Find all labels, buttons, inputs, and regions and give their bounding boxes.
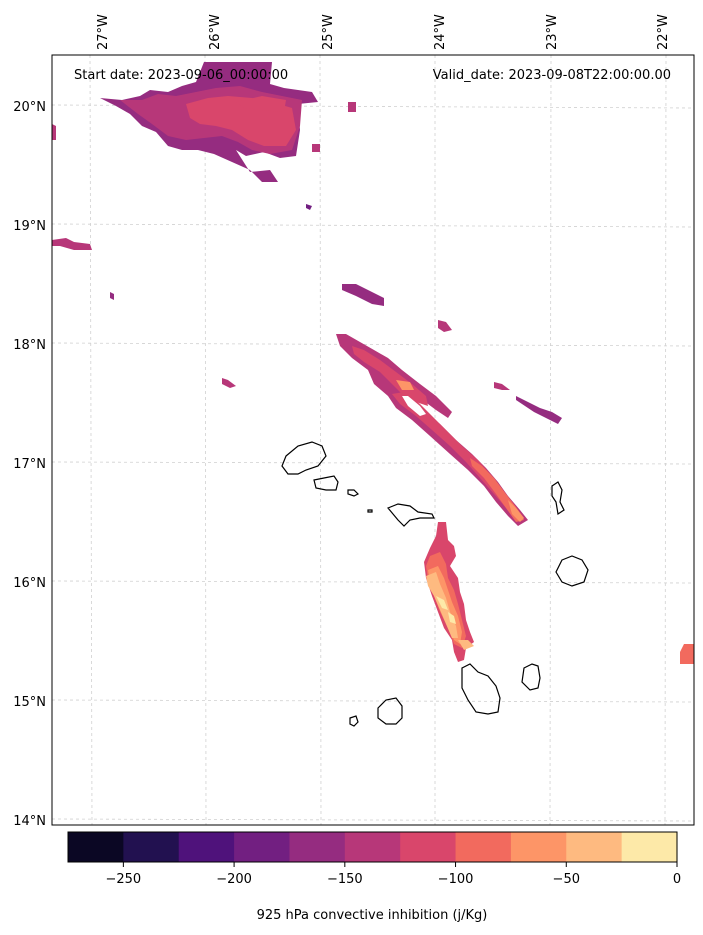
colorbar-tick-label: −100 [438, 872, 474, 887]
colorbar-segment [621, 832, 678, 862]
gridline-lat-15 [51, 699, 695, 703]
colorbar-segment [400, 832, 457, 862]
field-region-northwest [52, 62, 356, 300]
gridline-lon-27 [89, 54, 93, 826]
colorbar [67, 831, 678, 863]
island-sal [551, 481, 565, 516]
gridline-lon-26 [204, 54, 207, 826]
colorbar-segment [68, 832, 124, 862]
island-maio [521, 663, 541, 691]
island-brava [349, 715, 359, 727]
lat-label-20n: 20°N [13, 100, 46, 115]
colorbar-segment [289, 832, 346, 862]
island-boa-vista [555, 555, 589, 587]
lon-label-22w: 22°W [656, 14, 671, 50]
colorbar-segment [178, 832, 235, 862]
lat-label-16n: 16°N [13, 576, 46, 591]
colorbar-frame [67, 831, 678, 863]
valid-date-label: Valid_date: 2023-09-08T22:00:00.00 [433, 68, 671, 83]
colorbar-segment [344, 832, 401, 862]
island-fogo [377, 697, 403, 725]
colorbar-ticks: −250 −200 −150 −100 −50 0 [106, 862, 681, 887]
colorbar-tick-label: −250 [106, 872, 142, 887]
gridline-lon-22 [664, 54, 667, 826]
island-santiago [461, 663, 501, 715]
gridline-lon-23 [549, 54, 552, 826]
lat-label-17n: 17°N [13, 457, 46, 472]
colorbar-segment [123, 832, 180, 862]
colorbar-tick-label: 0 [673, 872, 681, 887]
lat-label-15n: 15°N [13, 695, 46, 710]
lat-label-18n: 18°N [13, 338, 46, 353]
lat-label-14n: 14°N [13, 814, 46, 829]
gridline-lat-16 [51, 580, 695, 584]
cin-field [52, 62, 694, 664]
coastlines [281, 441, 589, 727]
island-santo-antao [281, 441, 327, 475]
island-santa-luzia [347, 489, 360, 497]
colorbar-segment [510, 832, 567, 862]
gridline-lon-25 [319, 54, 322, 826]
lat-label-19n: 19°N [13, 219, 46, 234]
gridline-lat-18 [51, 342, 695, 347]
lon-label-25w: 25°W [321, 14, 336, 50]
lon-label-23w: 23°W [545, 14, 560, 50]
colorbar-title: 925 hPa convective inhibition (j/Kg) [257, 908, 488, 923]
map-panel [52, 55, 694, 825]
island-ilheu [367, 509, 373, 513]
map-frame [51, 54, 695, 826]
start-date-label: Start date: 2023-09-06_00:00:00 [74, 68, 288, 83]
gridline-lat-17 [51, 461, 695, 465]
colorbar-segment [566, 832, 623, 862]
gridline-lat-20 [51, 104, 695, 109]
gridline-lat-19 [51, 223, 695, 228]
island-sao-nicolau [387, 503, 435, 527]
colorbar-tick-label: −200 [216, 872, 252, 887]
lon-label-24w: 24°W [433, 14, 448, 50]
lon-label-27w: 27°W [96, 14, 111, 50]
lon-tick-labels: 27°W 26°W 25°W 24°W 23°W 22°W [96, 14, 671, 50]
lon-label-26w: 26°W [208, 14, 223, 50]
colorbar-segment [455, 832, 512, 862]
island-sao-vicente [313, 475, 339, 491]
field-region-south [424, 522, 474, 662]
colorbar-segment [234, 832, 291, 862]
field-region-east [680, 644, 694, 664]
colorbar-tick-label: −150 [327, 872, 363, 887]
gridline-lat-14 [51, 818, 695, 822]
lat-tick-labels: 20°N 19°N 18°N 17°N 16°N 15°N 14°N [13, 100, 46, 829]
colorbar-tick-label: −50 [553, 872, 580, 887]
field-region-central [222, 284, 562, 526]
